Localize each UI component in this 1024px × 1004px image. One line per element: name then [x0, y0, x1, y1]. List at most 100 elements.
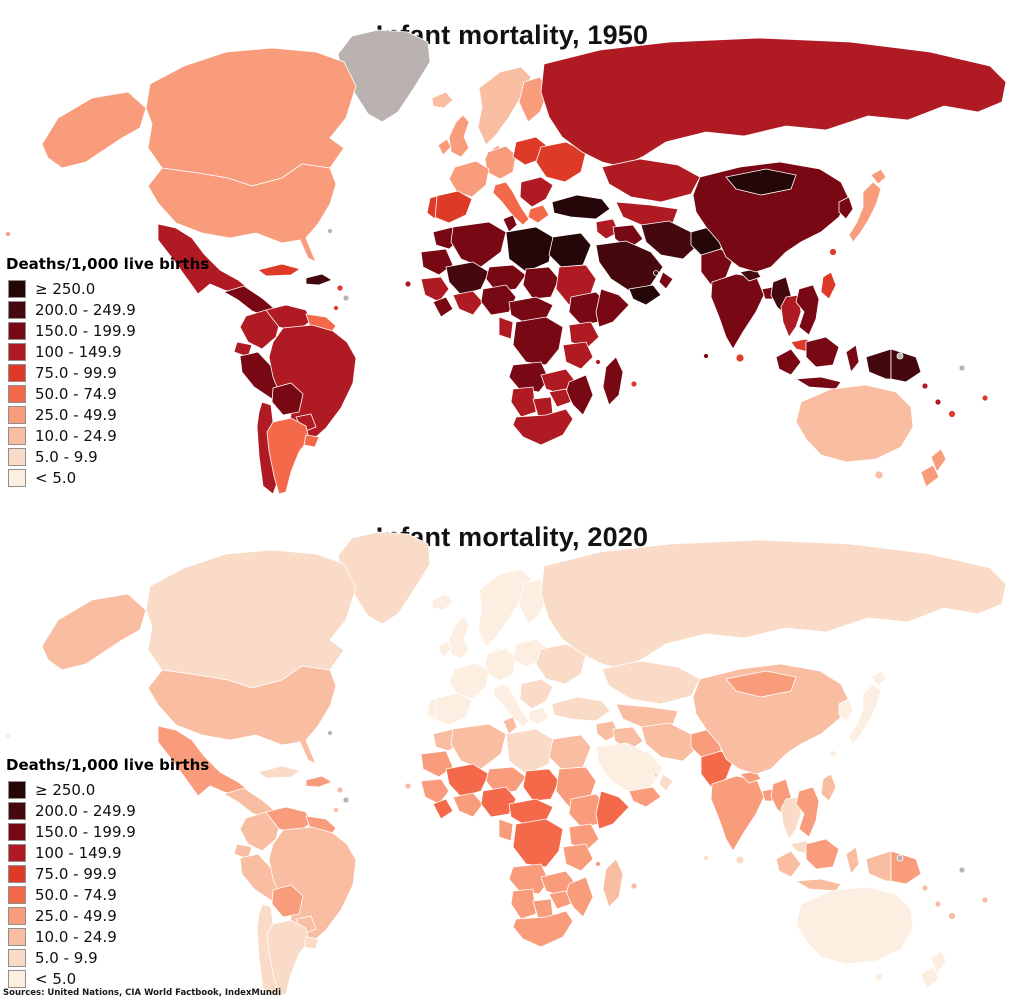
world-map-1950: [5, 29, 1007, 495]
region-levant: [595, 720, 620, 742]
legend-swatch: [8, 363, 26, 382]
region-vanuatu: [934, 900, 942, 908]
legend-row: < 5.0: [6, 968, 209, 989]
region-nigeria: [480, 284, 517, 316]
region-carib3: [333, 807, 339, 813]
region-somalia: [595, 288, 630, 328]
region-comoros: [595, 359, 601, 365]
legend-swatch: [8, 342, 26, 361]
region-hispaniola: [305, 775, 333, 788]
legend-label: ≥ 250.0: [35, 279, 96, 298]
region-carib2: [342, 294, 350, 302]
region-eastern-europe: [535, 643, 587, 685]
region-oman: [658, 271, 674, 290]
region-hispaniola: [305, 273, 333, 286]
region-somalia: [595, 790, 630, 830]
legend-swatch: [8, 279, 26, 298]
source-note: Sources: United Nations, CIA World Factb…: [3, 988, 281, 998]
region-comoros: [595, 861, 601, 867]
region-java: [794, 376, 842, 390]
region-japan: [848, 181, 882, 243]
legend-swatch: [8, 969, 26, 988]
region-argentina: [266, 919, 310, 997]
legend-row: 50.0 - 74.9: [6, 884, 209, 905]
legend-label: 75.0 - 99.9: [35, 363, 117, 382]
region-philippines: [820, 773, 837, 802]
legend-row: 150.0 - 199.9: [6, 320, 209, 341]
region-niger: [485, 766, 527, 795]
region-borneo: [805, 336, 840, 368]
legend-swatch: [8, 426, 26, 445]
region-nz-north: [930, 950, 947, 975]
legend-swatch: [8, 822, 26, 841]
region-bolivia: [271, 382, 304, 416]
region-angola: [508, 361, 550, 393]
region-iceland: [431, 593, 454, 611]
region-samoa: [981, 394, 989, 402]
legend-row: 25.0 - 49.9: [6, 404, 209, 425]
region-uruguay: [303, 936, 320, 950]
region-png: [890, 850, 922, 885]
region-ivory-ghana: [452, 290, 484, 316]
legend-swatch: [8, 321, 26, 340]
legend-title: Deaths/1,000 live births: [6, 255, 210, 273]
region-saudi: [595, 240, 664, 293]
region-namibia: [510, 888, 537, 920]
legend-swatch: [8, 906, 26, 925]
region-maldives: [703, 855, 709, 861]
region-germany-central: [484, 145, 517, 180]
region-egypt: [548, 232, 592, 268]
region-taiwan: [829, 248, 837, 256]
legend-label: < 5.0: [35, 468, 77, 487]
legend-label: 25.0 - 49.9: [35, 405, 117, 424]
region-pac-gray1: [896, 352, 904, 360]
region-carib2: [342, 796, 350, 804]
region-sulawesi: [845, 344, 860, 373]
region-turkey: [551, 194, 611, 220]
region-balkans: [519, 176, 554, 208]
region-indochina: [795, 284, 820, 336]
region-uk: [448, 616, 470, 660]
region-mauritania: [420, 750, 454, 778]
region-bolivia: [271, 884, 304, 918]
legend-title: Deaths/1,000 live births: [6, 756, 210, 774]
legend-swatch: [8, 885, 26, 904]
legend-swatch: [8, 447, 26, 466]
legend-label: ≥ 250.0: [35, 780, 96, 799]
region-china: [692, 663, 850, 775]
region-korea: [838, 196, 854, 220]
region-taiwan: [829, 750, 837, 758]
world-map-2020: [5, 531, 1007, 997]
region-canada: [145, 549, 357, 689]
region-png: [890, 348, 922, 383]
region-hokkaido: [870, 168, 887, 185]
legend-label: 25.0 - 49.9: [35, 906, 117, 925]
legend-label: 150.0 - 199.9: [35, 822, 136, 841]
region-portugal: [426, 195, 438, 220]
region-greece: [527, 204, 550, 224]
region-alaska: [41, 593, 147, 671]
region-chad: [522, 768, 560, 802]
region-scandinavia: [477, 568, 532, 648]
region-cuba: [257, 765, 301, 779]
region-kenya-uganda: [568, 823, 600, 852]
region-tanzania: [562, 843, 594, 872]
region-chad: [522, 266, 560, 300]
region-mali: [445, 763, 490, 798]
region-kenya-uganda: [568, 321, 600, 350]
legend-row: 10.0 - 24.9: [6, 425, 209, 446]
region-sumatra: [775, 348, 802, 376]
region-solomon: [921, 884, 929, 892]
legend-label: 75.0 - 99.9: [35, 864, 117, 883]
legend-label: 200.0 - 249.9: [35, 300, 136, 319]
region-wnewguinea: [865, 348, 892, 380]
legend-label: 200.0 - 249.9: [35, 801, 136, 820]
legend-swatch: [8, 864, 26, 883]
region-mauritius: [630, 380, 638, 388]
region-philippines: [820, 271, 837, 300]
region-argentina: [266, 417, 310, 495]
legend-row: 100 - 149.9: [6, 341, 209, 362]
legend-2020: Deaths/1,000 live births ≥ 250.0 200.0 - …: [6, 756, 209, 989]
region-france: [448, 160, 490, 198]
legend-label: 5.0 - 9.9: [35, 447, 98, 466]
